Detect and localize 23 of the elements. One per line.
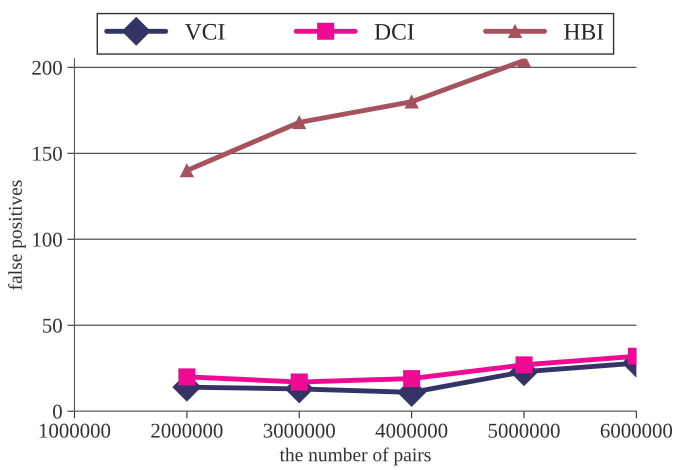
point — [404, 94, 418, 109]
x-axis-title: the number of pairs — [280, 448, 431, 466]
x-tick-label: 6000000 — [600, 424, 672, 438]
point — [178, 368, 196, 386]
x-tick-label: 3000000 — [264, 424, 335, 438]
y-tick-label: 100 — [33, 232, 62, 247]
legend-label: DCI — [374, 24, 414, 40]
x-tick-label: 4000000 — [376, 424, 448, 438]
x-tick-label: 5000000 — [488, 424, 560, 438]
point — [515, 356, 533, 374]
legend-label: VCI — [184, 24, 224, 40]
y-tick-label: 150 — [33, 146, 62, 161]
point — [290, 374, 308, 391]
y-tick-label: 0 — [53, 404, 62, 419]
point — [403, 370, 420, 388]
y-tick-label: 50 — [43, 318, 62, 333]
point — [180, 164, 194, 178]
x-tick-label: 2000000 — [151, 424, 223, 438]
x-tick-label: 1000000 — [40, 424, 110, 438]
y-axis-title: false positives — [8, 180, 26, 290]
y-tick-label: 200 — [32, 60, 62, 75]
point — [292, 116, 306, 130]
legend-label: HBI — [564, 24, 604, 40]
